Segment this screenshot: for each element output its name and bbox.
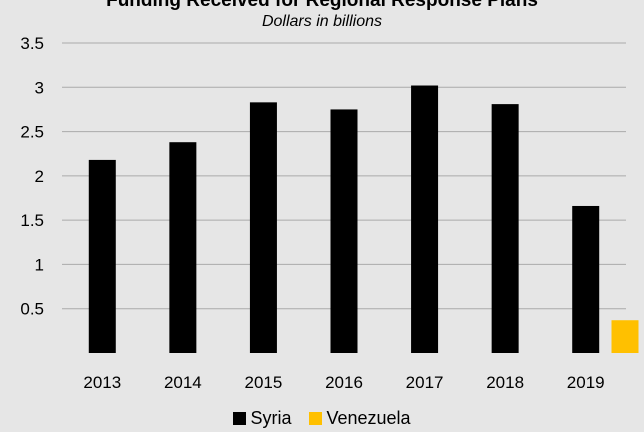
legend-swatch-venezuela	[309, 412, 323, 425]
bar-syria-2014	[169, 142, 197, 353]
bar-syria-2015	[249, 102, 277, 353]
legend-swatch-syria	[233, 412, 247, 425]
legend-item-syria: Syria	[233, 408, 291, 429]
bar-syria-2017	[411, 85, 439, 353]
bar-syria-2019	[572, 205, 600, 353]
y-tick-label: 1.5	[20, 211, 44, 230]
x-tick-label: 2016	[325, 373, 363, 392]
bar-syria-2013	[88, 159, 116, 353]
y-tick-label: 0.5	[20, 300, 44, 319]
y-tick-label: 2	[35, 167, 44, 186]
legend: Syria Venezuela	[0, 408, 644, 429]
y-tick-label: 3.5	[20, 34, 44, 53]
bar-syria-2016	[330, 109, 358, 353]
x-tick-label: 2017	[406, 373, 444, 392]
bar-venezuela-2019	[611, 320, 639, 353]
x-tick-label: 2018	[486, 373, 524, 392]
chart-subtitle: Dollars in billions	[261, 13, 383, 30]
y-tick-label: 1	[35, 255, 44, 274]
y-tick-label: 3	[35, 78, 44, 97]
x-tick-label: 2015	[245, 373, 283, 392]
bar-syria-2018	[491, 104, 519, 353]
y-tick-label: 2.5	[20, 123, 44, 142]
legend-item-venezuela: Venezuela	[309, 408, 411, 429]
legend-label-venezuela: Venezuela	[326, 408, 411, 428]
x-tick-label: 2014	[164, 373, 202, 392]
x-tick-label: 2013	[83, 373, 121, 392]
legend-label-syria: Syria	[250, 408, 292, 428]
x-tick-label: 2019	[567, 373, 605, 392]
chart-title: Funding Received for Regional Response P…	[106, 0, 538, 11]
